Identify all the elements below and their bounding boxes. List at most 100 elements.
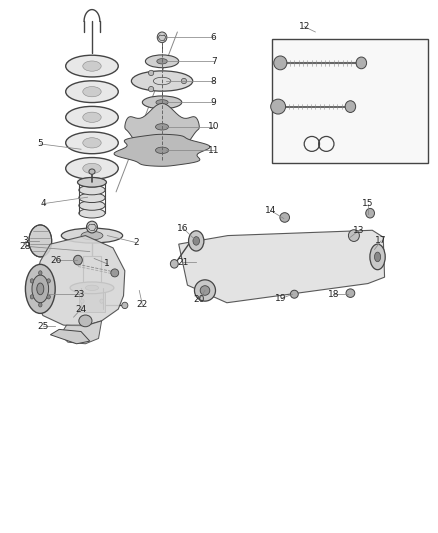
Ellipse shape <box>157 59 167 64</box>
Ellipse shape <box>37 283 44 295</box>
Text: 20: 20 <box>194 295 205 304</box>
Ellipse shape <box>280 213 290 222</box>
Polygon shape <box>50 329 90 344</box>
Ellipse shape <box>346 289 355 297</box>
Ellipse shape <box>148 70 154 76</box>
Ellipse shape <box>30 279 34 283</box>
Text: 19: 19 <box>276 294 287 303</box>
Text: 9: 9 <box>211 98 217 107</box>
Text: 28: 28 <box>20 242 31 251</box>
Ellipse shape <box>78 177 106 187</box>
Ellipse shape <box>356 57 367 69</box>
Polygon shape <box>114 134 210 166</box>
Text: 23: 23 <box>73 290 85 298</box>
Ellipse shape <box>181 78 187 84</box>
Ellipse shape <box>39 271 42 275</box>
Text: 21: 21 <box>177 258 189 266</box>
Ellipse shape <box>200 286 210 295</box>
Ellipse shape <box>156 100 168 105</box>
Ellipse shape <box>155 147 169 154</box>
Ellipse shape <box>374 252 381 262</box>
Ellipse shape <box>66 132 118 154</box>
Ellipse shape <box>79 200 105 211</box>
Ellipse shape <box>47 279 50 283</box>
Ellipse shape <box>345 101 356 112</box>
Ellipse shape <box>89 169 95 174</box>
Ellipse shape <box>155 124 169 130</box>
Ellipse shape <box>30 295 34 299</box>
Ellipse shape <box>348 230 359 241</box>
Text: 3: 3 <box>22 237 28 245</box>
Ellipse shape <box>366 208 374 218</box>
Ellipse shape <box>79 193 105 203</box>
Ellipse shape <box>83 112 101 123</box>
Ellipse shape <box>122 302 128 309</box>
Ellipse shape <box>39 303 42 307</box>
Ellipse shape <box>86 221 97 233</box>
Text: 6: 6 <box>211 33 217 42</box>
Ellipse shape <box>66 81 118 102</box>
Ellipse shape <box>100 299 103 303</box>
Polygon shape <box>179 230 385 303</box>
Ellipse shape <box>81 299 84 303</box>
Ellipse shape <box>83 86 101 97</box>
Text: 10: 10 <box>208 123 219 131</box>
Ellipse shape <box>194 280 215 301</box>
Ellipse shape <box>79 185 105 195</box>
Text: 22: 22 <box>137 301 148 309</box>
Ellipse shape <box>145 55 179 68</box>
Ellipse shape <box>47 295 50 299</box>
Text: 25: 25 <box>37 322 49 330</box>
Text: 13: 13 <box>353 226 365 235</box>
Text: 8: 8 <box>211 77 217 85</box>
Ellipse shape <box>274 56 287 70</box>
Bar <box>272 39 428 163</box>
Ellipse shape <box>66 107 118 128</box>
Ellipse shape <box>157 32 167 43</box>
Ellipse shape <box>83 163 101 174</box>
Ellipse shape <box>79 315 92 327</box>
Ellipse shape <box>70 282 114 294</box>
Ellipse shape <box>79 208 105 218</box>
Ellipse shape <box>148 86 154 92</box>
Text: 2: 2 <box>133 238 138 247</box>
Text: 14: 14 <box>265 206 276 215</box>
Ellipse shape <box>290 290 298 298</box>
Ellipse shape <box>188 231 204 251</box>
Polygon shape <box>125 103 199 147</box>
Ellipse shape <box>81 231 103 240</box>
Ellipse shape <box>79 177 105 187</box>
Text: 24: 24 <box>75 305 87 313</box>
Ellipse shape <box>61 228 123 243</box>
Text: 11: 11 <box>208 146 219 155</box>
Text: 16: 16 <box>177 224 189 232</box>
Ellipse shape <box>66 158 118 179</box>
Ellipse shape <box>85 285 99 290</box>
Text: 15: 15 <box>362 199 374 208</box>
Ellipse shape <box>271 99 286 114</box>
Ellipse shape <box>32 275 49 303</box>
Ellipse shape <box>83 61 101 71</box>
Ellipse shape <box>83 138 101 148</box>
Text: 1: 1 <box>104 260 110 268</box>
Text: 7: 7 <box>211 57 217 66</box>
Text: 5: 5 <box>37 140 43 148</box>
Ellipse shape <box>66 55 118 77</box>
Ellipse shape <box>25 264 55 313</box>
Ellipse shape <box>131 71 193 91</box>
Ellipse shape <box>193 237 200 245</box>
Ellipse shape <box>74 255 82 265</box>
Text: 18: 18 <box>328 290 339 298</box>
Bar <box>79 290 105 312</box>
Polygon shape <box>36 236 125 326</box>
Ellipse shape <box>111 269 119 277</box>
Ellipse shape <box>29 225 52 257</box>
Ellipse shape <box>142 96 182 109</box>
Text: 17: 17 <box>375 237 387 245</box>
Ellipse shape <box>370 244 385 270</box>
Ellipse shape <box>170 260 178 268</box>
Text: 12: 12 <box>299 22 310 31</box>
Text: 26: 26 <box>50 256 62 264</box>
Text: 4: 4 <box>41 199 46 208</box>
Polygon shape <box>60 321 102 344</box>
